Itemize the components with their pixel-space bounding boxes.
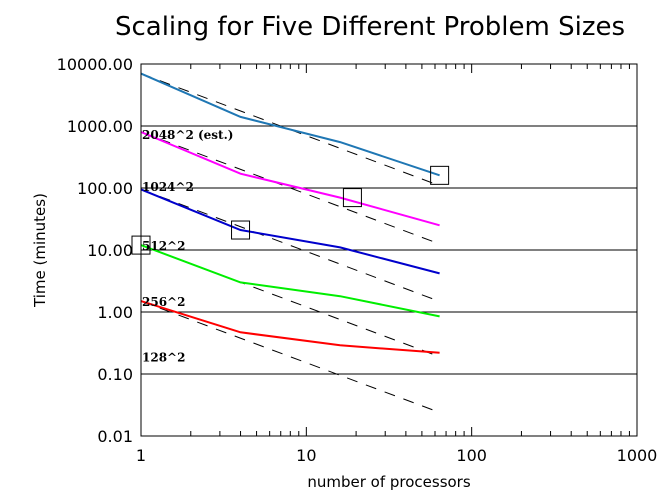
x-axis-label: number of processors (307, 473, 471, 491)
box-marker (430, 165, 450, 185)
series-label: 256^2 (142, 295, 185, 309)
x-tick-label: 10 (296, 446, 316, 465)
x-tick-labels: 1 10 100 1000 (136, 446, 657, 465)
box-marker (342, 188, 362, 208)
y-tick-label: 0.10 (97, 365, 133, 384)
data-series (140, 72, 440, 354)
y-tick-label: 100.00 (77, 179, 133, 198)
series-line (140, 188, 440, 275)
series-labels: 2048^2 (est.) 1024^2 512^2 256^2 128^2 (142, 128, 233, 364)
x-tick-label: 1 (136, 446, 146, 465)
chart-title: Scaling for Five Different Problem Sizes (115, 12, 625, 42)
x-tick-label: 1000 (617, 446, 658, 465)
gridlines (141, 63, 637, 437)
series-label: 2048^2 (est.) (142, 128, 233, 142)
ideal-scaling-line (140, 73, 440, 187)
series-label: 1024^2 (142, 180, 194, 194)
plot-frame (140, 63, 638, 437)
y-tick-label: 1000.00 (67, 117, 133, 136)
series-line (140, 72, 440, 177)
y-tick-label: 10000.00 (57, 55, 133, 74)
series-label: 128^2 (142, 350, 185, 364)
axis-ticks (140, 64, 638, 436)
y-tick-label: 10.00 (87, 241, 133, 260)
series-line (140, 244, 440, 318)
ideal-scaling-line (140, 244, 440, 358)
ideal-scaling-line (140, 300, 440, 413)
ideal-scaling-line (140, 131, 440, 245)
y-tick-label: 0.01 (97, 427, 133, 446)
x-tick-label: 100 (456, 446, 487, 465)
y-tick-label: 1.00 (97, 303, 133, 322)
y-tick-labels: 0.01 0.10 1.00 10.00 100.00 1000.00 10000.00 (57, 55, 133, 446)
ideal-scaling-lines (140, 73, 440, 413)
ideal-scaling-line (140, 188, 440, 302)
box-marker (231, 220, 251, 240)
y-axis-label: Time (minutes) (31, 193, 49, 308)
series-label: 512^2 (142, 239, 185, 253)
series-line (140, 300, 440, 354)
series-line (140, 131, 440, 227)
